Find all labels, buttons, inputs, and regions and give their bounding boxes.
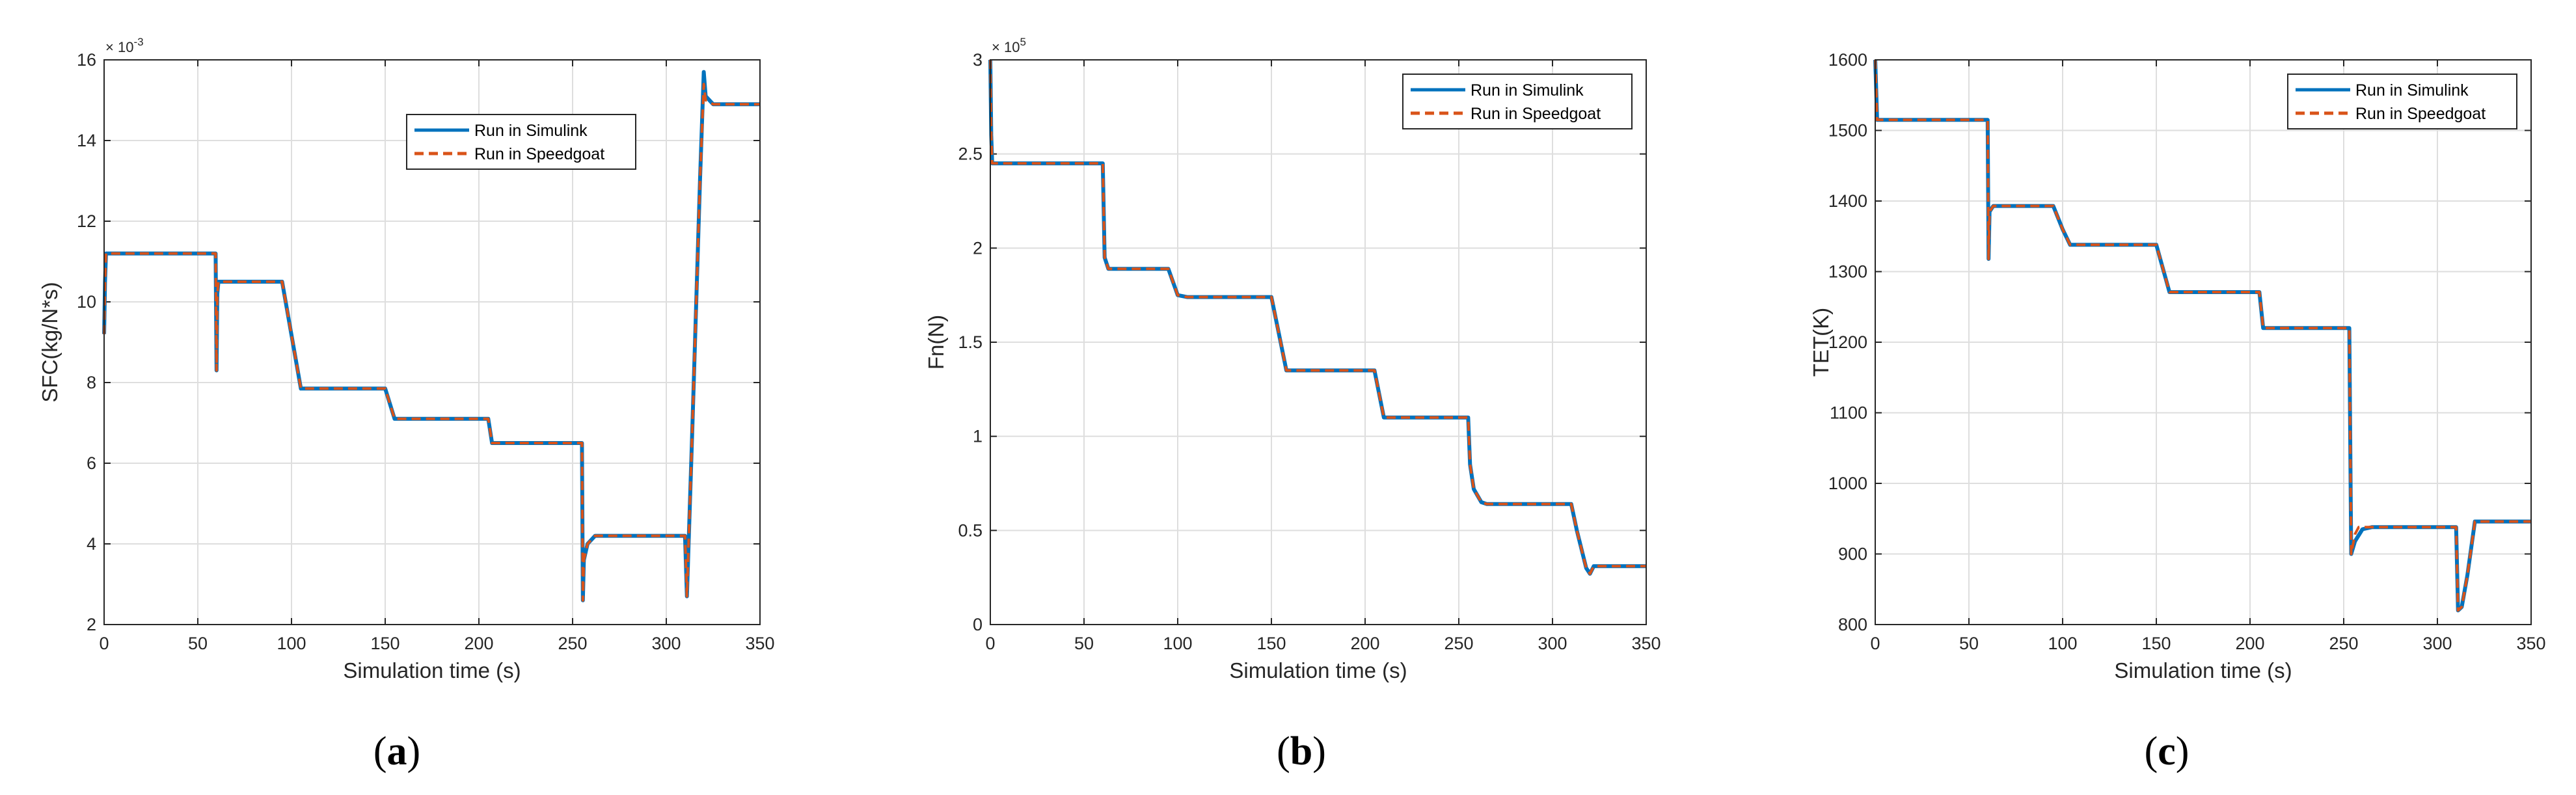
- axes-box: [103, 59, 761, 625]
- y-tick-label: 2: [973, 238, 983, 258]
- x-tick-label: 50: [1959, 634, 1979, 653]
- y-tick-label: 0: [973, 615, 983, 634]
- panel-label: (c): [2145, 729, 2190, 774]
- x-tick-label: 250: [2329, 634, 2358, 653]
- y-tick-label: 2: [87, 615, 96, 634]
- y-tick-label: 1400: [1828, 191, 1867, 211]
- chart-panel-a: 0 50 100 150 200 250 300 350 2 4 6 8 10 12 14 16 × 10-3 S…: [38, 36, 775, 774]
- y-tick-label: 8: [87, 373, 96, 392]
- legend-entry-speedgoat: Run in Speedgoat: [2355, 105, 2486, 123]
- x-tick-label: 300: [2422, 634, 2452, 653]
- chart-panel-c: 0 50 100 150 200 250 300 350 800 900 1000 1100 1200 1…: [1809, 50, 2546, 774]
- panel-label: (a): [373, 729, 420, 774]
- panel-label: (b): [1277, 729, 1326, 774]
- x-tick-label: 0: [1870, 634, 1880, 653]
- y-tick-label: 4: [87, 534, 96, 554]
- y-tick-label: 1300: [1828, 262, 1867, 282]
- x-tick-label: 150: [1256, 634, 1286, 653]
- legend-entry-simulink: Run in Simulink: [1471, 81, 1584, 100]
- y-tick-label: 1000: [1828, 474, 1867, 493]
- x-tick-label: 100: [1163, 634, 1192, 653]
- axis-exponent: × 105: [992, 36, 1026, 55]
- legend: Run in Simulink Run in Speedgoat: [2287, 74, 2517, 129]
- y-tick-label: 16: [77, 50, 96, 70]
- series-line-speedgoat: [989, 59, 1646, 575]
- x-tick-label: 0: [99, 634, 109, 653]
- x-tick-label: 200: [464, 634, 493, 653]
- y-tick-label: 1: [973, 427, 983, 446]
- y-tick-label: 2.5: [958, 144, 983, 164]
- x-tick-label: 50: [188, 634, 208, 653]
- x-tick-label: 350: [1631, 634, 1661, 653]
- y-tick-label: 10: [77, 292, 96, 312]
- axes-box: [990, 59, 1647, 625]
- y-tick-label: 1200: [1828, 332, 1867, 352]
- x-tick-label: 200: [1350, 634, 1379, 653]
- legend-box: [2287, 74, 2517, 129]
- y-axis-label: Fn(N): [924, 315, 948, 370]
- x-tick-label: 250: [558, 634, 587, 653]
- y-tick-label: 1100: [1830, 403, 1867, 423]
- x-axis-label: Simulation time (s): [2114, 658, 2292, 682]
- y-tick-label: 12: [77, 211, 96, 231]
- legend: Run in Simulink Run in Speedgoat: [406, 114, 636, 170]
- legend-entry-simulink: Run in Simulink: [2355, 81, 2469, 100]
- y-tick-label: 0.5: [958, 520, 983, 540]
- x-tick-label: 100: [2048, 634, 2077, 653]
- y-tick-label: 1600: [1828, 50, 1867, 70]
- series-line-speedgoat: [1874, 59, 2531, 612]
- axes-box: [1875, 59, 2532, 625]
- y-tick-label: 900: [1838, 545, 1867, 564]
- y-tick-label: 1.5: [958, 332, 983, 352]
- x-tick-label: 150: [2141, 634, 2171, 653]
- x-tick-label: 50: [1074, 634, 1094, 653]
- x-tick-label: 100: [277, 634, 306, 653]
- series-line-speedgoat: [103, 83, 760, 602]
- y-axis-label: TET(K): [1809, 308, 1833, 377]
- y-tick-label: 6: [87, 453, 96, 473]
- legend-box: [1402, 74, 1633, 129]
- y-tick-label: 14: [77, 131, 96, 150]
- x-tick-label: 0: [985, 634, 995, 653]
- y-tick-label: 800: [1838, 615, 1867, 634]
- x-tick-label: 350: [2516, 634, 2545, 653]
- x-tick-label: 150: [370, 634, 400, 653]
- chart-panel-b: 0 50 100 150 200 250 300 350 0 0.5 1 1.5 2 2.5 3 × 105 S…: [924, 36, 1661, 774]
- legend-entry-speedgoat: Run in Speedgoat: [474, 145, 604, 163]
- x-axis-label: Simulation time (s): [1229, 658, 1407, 682]
- x-tick-label: 200: [2235, 634, 2264, 653]
- y-tick-label: 3: [973, 50, 983, 70]
- x-tick-label: 250: [1444, 634, 1473, 653]
- x-tick-label: 350: [745, 634, 774, 653]
- legend: Run in Simulink Run in Speedgoat: [1402, 74, 1633, 129]
- x-tick-label: 300: [651, 634, 681, 653]
- axis-exponent: × 10-3: [105, 36, 144, 55]
- y-tick-label: 1500: [1828, 121, 1867, 141]
- legend-entry-speedgoat: Run in Speedgoat: [1471, 105, 1601, 123]
- legend-box: [406, 114, 636, 170]
- x-tick-label: 300: [1538, 634, 1567, 653]
- y-axis-label: SFC(kg/N*s): [38, 282, 62, 402]
- x-axis-label: Simulation time (s): [343, 658, 521, 682]
- legend-entry-simulink: Run in Simulink: [474, 122, 588, 140]
